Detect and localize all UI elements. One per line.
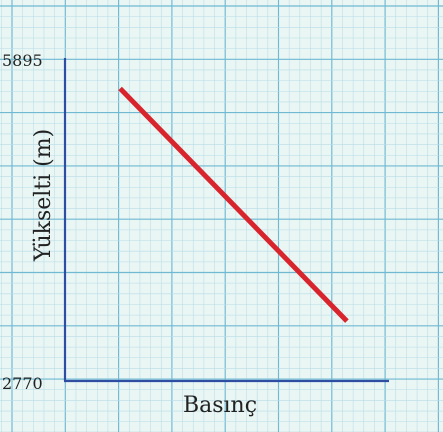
labels: 5895 2770 Basınç Yükselti (m)	[2, 51, 257, 418]
y-axis-title: Yükselti (m)	[31, 129, 56, 262]
x-axis-title: Basınç	[183, 393, 257, 418]
y-tick-label-top: 5895	[2, 51, 43, 70]
series-layer	[118, 86, 349, 323]
series-line-0	[118, 86, 349, 323]
y-tick-label-bottom: 2770	[2, 374, 43, 393]
axes	[63, 58, 389, 383]
